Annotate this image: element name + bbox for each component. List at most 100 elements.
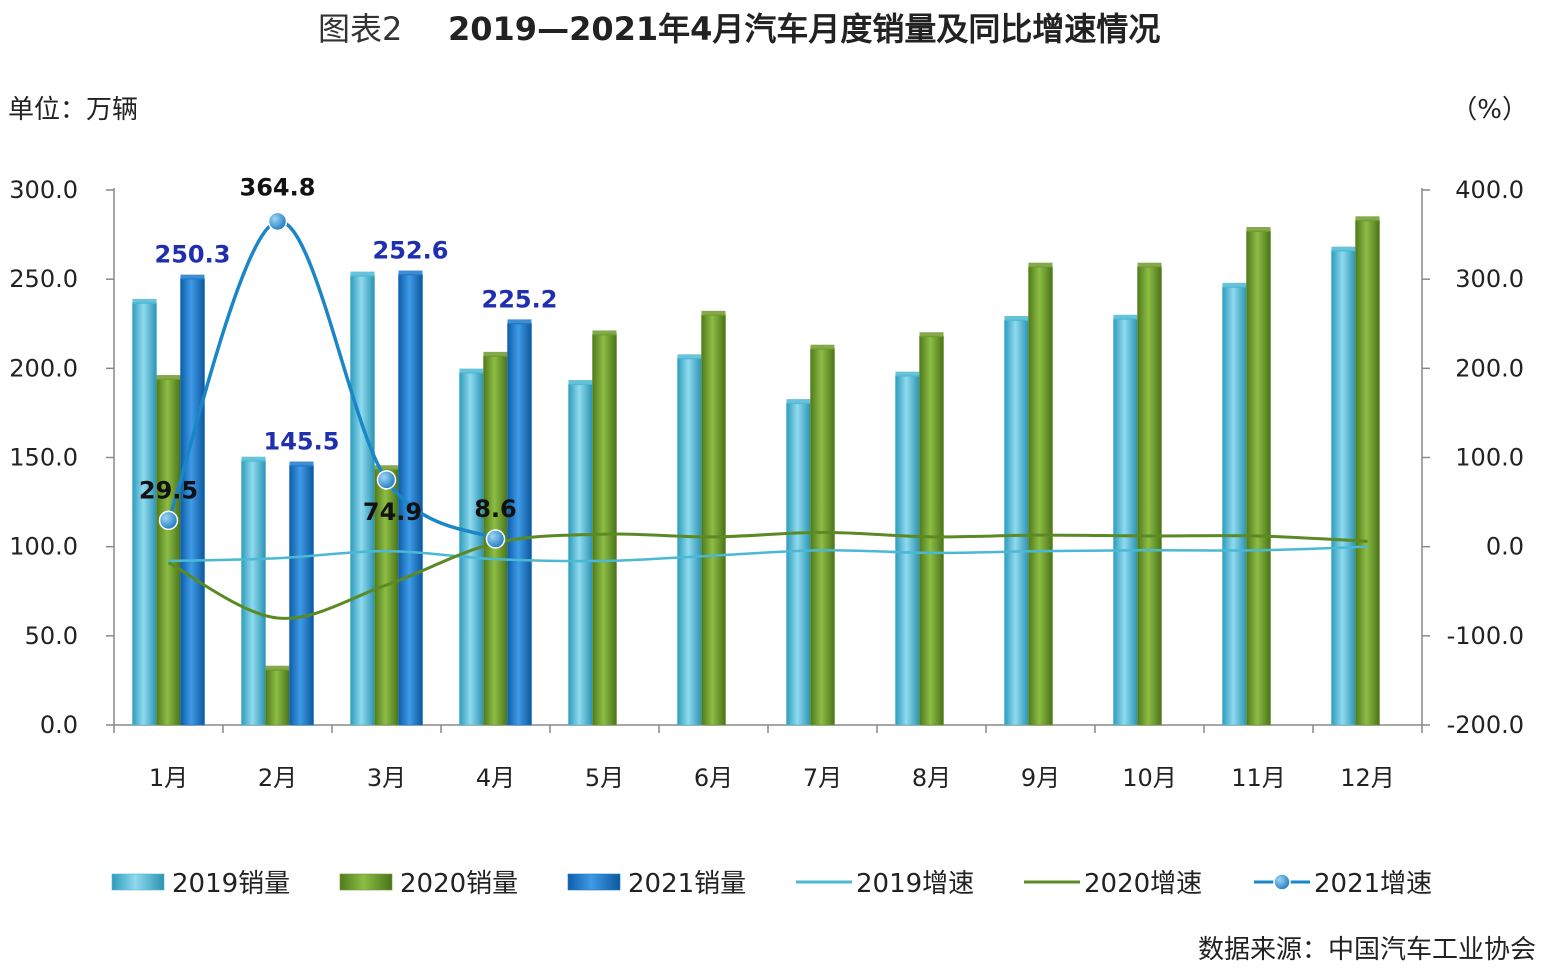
bar-cap-2020--6	[701, 310, 726, 316]
left-axis-ticks: 0.0 50.0 100.0 150.0 200.0 250.0 300.0	[9, 176, 114, 739]
x-tick-label-3-: 3月	[367, 764, 406, 792]
bar-cap-2019--3	[350, 271, 375, 277]
chart-title-prefix: 图表2	[318, 10, 402, 48]
legend-label-5: 2020增速	[1084, 869, 1202, 899]
bar-2021--4	[507, 323, 532, 726]
bar-2020--11	[1246, 230, 1271, 726]
marker-2021--2	[267, 211, 288, 232]
left-axis-unit: 单位：万辆	[8, 95, 138, 125]
bar-series	[132, 216, 1380, 726]
bar-cap-2019--7	[786, 399, 811, 405]
line-label-2: 364.8	[240, 173, 316, 201]
right-tick-label: 100.0	[1455, 444, 1524, 472]
legend-label-1: 2019销量	[172, 869, 290, 899]
legend-swatch-1	[111, 873, 165, 891]
legend-marker-6	[1273, 873, 1291, 891]
x-tick-label-12-: 12月	[1340, 764, 1395, 792]
marker-2021--4	[485, 529, 506, 549]
bar-2019--12	[1331, 250, 1356, 726]
bar-2019--8	[895, 375, 920, 726]
right-tick-label: 0.0	[1486, 533, 1524, 561]
right-axis-ticks: -200.0 -100.0 0.0 100.0 200.0 300.0 400.0	[1422, 176, 1524, 739]
bar-2021--2	[289, 465, 314, 726]
bar-cap-2019--5	[568, 380, 593, 386]
bar-cap-2019--8	[895, 371, 920, 377]
bar-2019--10	[1113, 318, 1138, 726]
line-2021-	[166, 219, 497, 541]
bar-cap-2019--9	[1004, 316, 1029, 322]
bar-cap-2019--1	[132, 298, 157, 304]
legend-label-3: 2021销量	[628, 869, 746, 899]
bar-2019--9	[1004, 319, 1029, 726]
left-tick-label: 50.0	[25, 622, 78, 650]
line-2019-	[168, 545, 1368, 563]
marker-2021--1	[158, 510, 179, 531]
left-tick-label: 150.0	[9, 444, 78, 472]
data-labels: 250.3 145.5 252.6 225.2 29.5 364.8 74.9 8.6	[139, 173, 558, 525]
legend-label-2: 2020销量	[400, 869, 518, 899]
x-tick-label-6-: 6月	[694, 764, 733, 792]
bar-cap-2019--6	[677, 354, 702, 360]
bar-2019--11	[1222, 286, 1247, 726]
bar-label-3: 252.6	[373, 237, 449, 265]
bar-cap-2020--1	[156, 375, 181, 381]
x-tick-label-9-: 9月	[1021, 764, 1060, 792]
bar-label-1: 250.3	[155, 241, 231, 269]
bar-2020--9	[1028, 266, 1053, 726]
right-tick-label: -100.0	[1447, 622, 1524, 650]
x-tick-label-4-: 4月	[476, 764, 515, 792]
bar-2021--1	[180, 278, 205, 726]
legend: 2019销量 2020销量 2021销量 2019增速 2020增速 2021增速	[111, 869, 1432, 899]
bar-cap-2021--3	[398, 270, 423, 276]
x-axis-ticks: 1月 2月 3月 4月 5月 6月 7月 8月 9月 10月 11月 12月	[113, 725, 1423, 792]
bar-2020--7	[810, 348, 835, 726]
bar-2020--10	[1137, 266, 1162, 726]
bar-cap-2019--2	[241, 456, 266, 462]
bar-2020--6	[701, 314, 726, 726]
bar-cap-2021--4	[507, 319, 532, 325]
left-tick-label: 100.0	[9, 533, 78, 561]
bar-2019--6	[677, 358, 702, 726]
line-2020-	[167, 530, 1368, 620]
bar-cap-2020--8	[919, 332, 944, 338]
right-tick-label: 200.0	[1455, 354, 1524, 382]
bar-2019--1	[132, 302, 157, 726]
bar-cap-2020--3	[374, 465, 399, 471]
left-tick-label: 200.0	[9, 354, 78, 382]
bar-cap-2020--12	[1355, 216, 1380, 222]
bar-2020--5	[592, 334, 617, 726]
bar-cap-2020--9	[1028, 262, 1053, 268]
bar-cap-2020--2	[265, 665, 290, 671]
line-label-3: 74.9	[363, 498, 422, 526]
bar-cap-2019--4	[459, 368, 484, 374]
bar-cap-2019--10	[1113, 314, 1138, 320]
bar-label-4: 225.2	[482, 285, 558, 313]
bar-2019--2	[241, 460, 266, 726]
x-tick-label-8-: 8月	[912, 764, 951, 792]
bar-2019--5	[568, 383, 593, 726]
right-tick-label: 400.0	[1455, 176, 1524, 204]
x-tick-label-1-: 1月	[149, 764, 188, 792]
bar-label-2: 145.5	[264, 428, 340, 456]
bar-2019--3	[350, 275, 375, 726]
bar-2020--12	[1355, 220, 1380, 726]
bar-cap-2019--11	[1222, 282, 1247, 288]
legend-swatch-3	[567, 873, 621, 891]
bar-2020--1	[156, 378, 181, 726]
x-tick-label-10-: 10月	[1122, 764, 1177, 792]
bar-2020--8	[919, 335, 944, 726]
left-tick-label: 250.0	[9, 265, 78, 293]
bar-2020--2	[265, 669, 290, 726]
x-tick-label-5-: 5月	[585, 764, 624, 792]
bar-2019--7	[786, 402, 811, 726]
bar-cap-2020--10	[1137, 262, 1162, 268]
marker-2021--3	[376, 470, 397, 490]
left-tick-label: 300.0	[9, 176, 78, 204]
left-tick-label: 0.0	[40, 711, 78, 739]
bar-cap-2020--4	[483, 351, 508, 357]
right-tick-label: 300.0	[1455, 265, 1524, 293]
line-label-4: 8.6	[474, 495, 517, 523]
bar-cap-2021--1	[180, 274, 205, 280]
right-tick-label: -200.0	[1447, 711, 1524, 739]
